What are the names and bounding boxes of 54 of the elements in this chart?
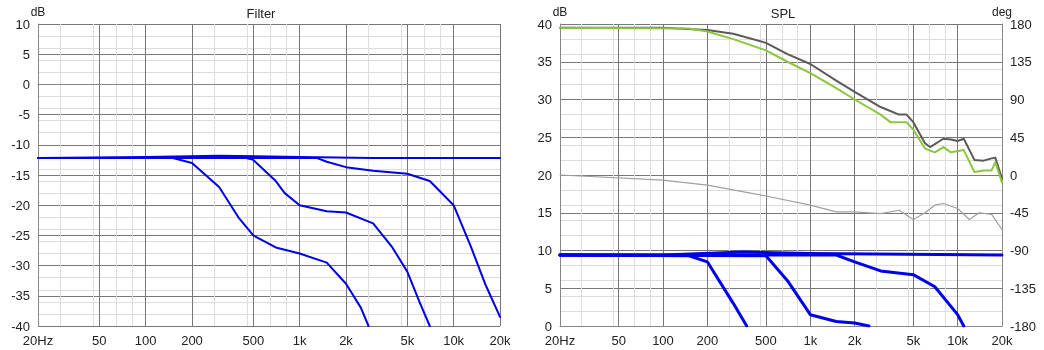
x-tick-label: 20Hz <box>544 333 576 348</box>
x-tick-label: 50 <box>611 333 626 348</box>
y2-tick-label: 180 <box>1010 16 1032 32</box>
y2-tick-label: -90 <box>1010 243 1029 258</box>
x-tick-label: 2k <box>847 333 863 348</box>
x-tick-label: 1k <box>803 333 818 348</box>
y-tick-label: -5 <box>18 107 30 123</box>
x-tick-label: 20Hz <box>22 333 54 348</box>
x-tick-label: 10k <box>443 333 465 348</box>
y-tick-label: 0 <box>544 318 552 334</box>
y2-tick-label: -135 <box>1010 280 1037 296</box>
chart-title: SPL <box>770 6 796 21</box>
y-axis-title: dB <box>552 4 568 19</box>
y2-tick-label: 135 <box>1010 54 1032 70</box>
y-tick-label: 30 <box>537 92 552 107</box>
x-tick-label: 50 <box>92 333 107 348</box>
x-tick-label: 200 <box>181 333 203 348</box>
chart-title: Filter <box>246 6 277 21</box>
x-tick-label: 200 <box>696 333 719 348</box>
x-tick-label: 10k <box>947 333 969 348</box>
y2-axis-title: deg <box>991 4 1013 19</box>
x-tick-label: 500 <box>242 333 265 348</box>
x-tick-label: 1k <box>292 333 307 348</box>
y-tick-label: 15 <box>537 205 552 221</box>
y2-tick-label: 0 <box>1010 167 1018 183</box>
x-tick-label: 100 <box>652 333 674 348</box>
y-tick-label: -15 <box>11 167 30 183</box>
x-tick-label: 100 <box>134 333 157 348</box>
y-tick-label: 0 <box>22 76 30 92</box>
y-tick-label: 35 <box>537 54 552 70</box>
y-tick-label: 25 <box>537 129 552 145</box>
x-tick-label: 2k <box>339 333 354 348</box>
y-tick-label: 10 <box>15 16 30 32</box>
y-tick-label: -30 <box>11 258 30 274</box>
y-axis-title: dB <box>30 4 46 19</box>
x-tick-label: 5k <box>906 333 921 348</box>
x-tick-label: 5k <box>400 333 415 348</box>
y-tick-label: -20 <box>11 197 30 213</box>
y2-tick-label: 90 <box>1010 92 1025 107</box>
y-tick-label: -35 <box>11 288 30 304</box>
y-tick-label: -10 <box>11 137 30 153</box>
y2-tick-label: -180 <box>1010 318 1037 334</box>
y-tick-label: 5 <box>544 280 552 296</box>
y-tick-label: -40 <box>11 318 30 334</box>
y-tick-label: 10 <box>537 243 552 258</box>
y2-tick-label: -45 <box>1010 205 1029 221</box>
y2-tick-label: 45 <box>1010 129 1025 145</box>
x-tick-label: 20k <box>489 333 511 348</box>
y-tick-label: 5 <box>22 46 30 62</box>
y-tick-label: 40 <box>537 16 552 32</box>
x-tick-label: 500 <box>755 333 777 348</box>
x-tick-label: 20k <box>991 333 1013 348</box>
y-tick-label: -25 <box>11 227 30 243</box>
y-tick-label: 20 <box>537 167 552 183</box>
